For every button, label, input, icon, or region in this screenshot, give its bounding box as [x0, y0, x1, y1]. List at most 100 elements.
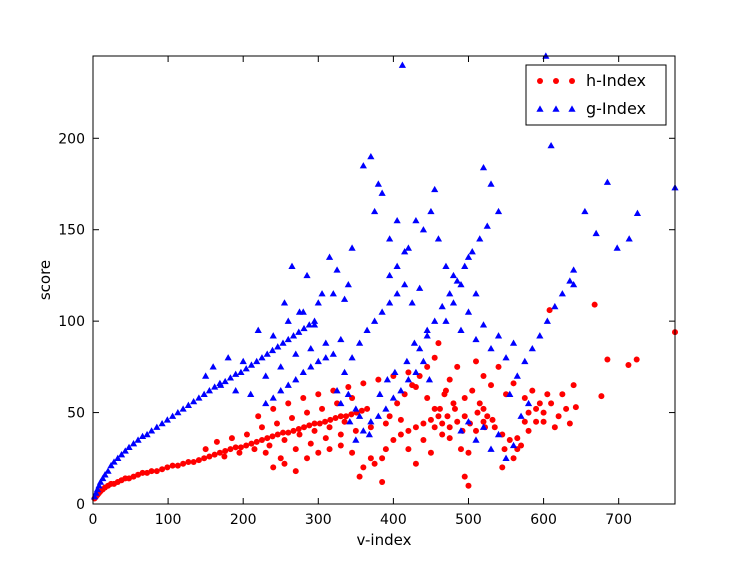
g-index-point	[502, 354, 510, 361]
legend-g-index-point	[568, 105, 576, 112]
g-index-point	[383, 376, 391, 383]
g-index-point	[479, 321, 488, 328]
g-index-point	[239, 357, 247, 365]
g-index-point	[464, 308, 473, 315]
g-index-point	[453, 277, 461, 284]
h-index-point	[551, 424, 558, 431]
h-index-point	[326, 446, 333, 453]
g-index-point	[521, 357, 529, 365]
g-index-point	[284, 335, 292, 343]
h-index-point	[563, 405, 570, 412]
g-index-point	[513, 372, 521, 379]
g-index-point	[242, 365, 250, 372]
g-index-point	[425, 376, 434, 383]
h-index-point	[375, 376, 382, 383]
h-index-point	[358, 407, 365, 414]
g-index-point	[232, 370, 240, 377]
g-index-point	[355, 412, 364, 419]
g-index-point	[310, 317, 319, 324]
g-index-point	[303, 271, 311, 279]
h-index-point	[201, 455, 208, 462]
x-tick-label: 200	[230, 512, 257, 528]
g-index-point	[398, 61, 406, 68]
g-index-point	[262, 399, 270, 407]
h-index-point	[431, 354, 438, 361]
x-tick-label: 500	[455, 512, 482, 528]
g-index-point	[517, 412, 525, 419]
g-index-point	[412, 368, 420, 376]
h-index-point	[525, 409, 532, 416]
h-index-point	[420, 420, 427, 427]
g-index-point	[528, 344, 536, 352]
g-index-point	[446, 290, 454, 297]
g-index-point	[95, 482, 103, 489]
h-index-point	[506, 437, 513, 443]
h-index-point	[360, 380, 367, 387]
g-index-point	[479, 163, 488, 171]
h-index-point	[306, 422, 313, 429]
h-index-point	[566, 420, 573, 427]
h-index-point	[236, 449, 243, 456]
g-index-point	[476, 235, 484, 242]
x-tick-label: 600	[530, 512, 557, 528]
g-index-point	[263, 350, 271, 357]
h-index-point	[264, 435, 271, 442]
g-index-point	[93, 485, 102, 493]
g-index-point	[268, 346, 277, 354]
h-index-point	[510, 380, 517, 387]
g-index-point	[359, 162, 367, 169]
g-index-point	[292, 376, 300, 383]
h-index-point	[444, 413, 451, 420]
g-index-point	[355, 339, 364, 346]
g-index-point	[289, 332, 298, 339]
g-index-point	[254, 326, 262, 333]
h-index-point	[454, 418, 461, 425]
g-index-point	[277, 363, 285, 370]
g-index-point	[295, 328, 303, 335]
g-index-point	[438, 302, 446, 310]
g-index-point	[367, 152, 375, 160]
g-index-point	[104, 467, 112, 474]
h-index-point	[195, 457, 202, 464]
h-index-point	[295, 426, 302, 433]
g-index-point	[371, 207, 379, 215]
g-index-point	[404, 376, 413, 383]
h-index-point	[148, 468, 155, 475]
g-index-point	[307, 344, 315, 352]
h-index-point	[316, 420, 323, 427]
h-index-point	[412, 383, 419, 390]
h-index-point	[356, 473, 363, 480]
h-index-point	[598, 393, 605, 400]
h-index-point	[289, 415, 296, 422]
h-index-point	[332, 415, 339, 422]
g-index-point	[483, 222, 491, 229]
g-index-point	[329, 350, 337, 357]
h-index-point	[397, 431, 404, 438]
g-index-point	[509, 441, 518, 449]
h-index-point	[382, 420, 389, 427]
g-index-point	[468, 248, 476, 255]
h-index-point	[322, 435, 329, 442]
h-index-point	[633, 356, 640, 363]
g-index-point	[464, 253, 473, 260]
h-index-point	[304, 409, 311, 416]
g-index-point	[403, 357, 411, 365]
y-tick-label: 0	[76, 497, 85, 513]
h-index-point	[262, 449, 269, 456]
g-index-point	[143, 430, 151, 438]
h-index-point	[206, 453, 213, 460]
g-index-point	[325, 253, 334, 260]
g-index-point	[147, 427, 156, 434]
h-index-point	[367, 455, 374, 462]
g-index-point	[506, 390, 514, 397]
g-index-point	[107, 462, 115, 469]
legend-g-index-marker	[536, 105, 576, 112]
g-index-point	[169, 412, 177, 419]
g-index-point	[190, 398, 198, 405]
h-index-point	[322, 418, 329, 425]
h-index-point	[382, 446, 389, 453]
h-index-point	[625, 362, 632, 369]
h-index-point	[348, 411, 355, 418]
g-index-point	[570, 266, 578, 273]
h-index-point	[139, 469, 146, 476]
